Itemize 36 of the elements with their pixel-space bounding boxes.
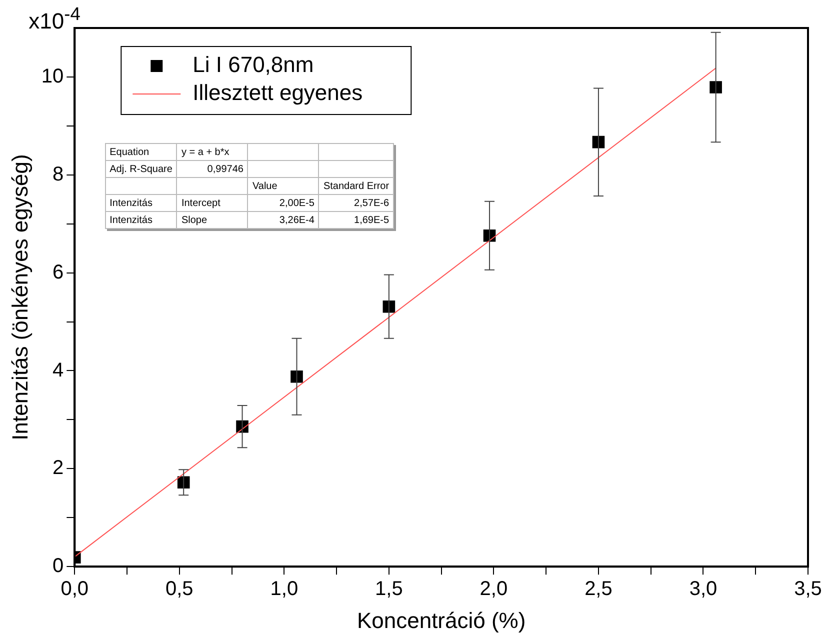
x-tick-label: 0,5: [166, 578, 194, 600]
y-axis-title: Intenzitás (önkényes egység): [7, 154, 32, 440]
y-tick-label: 8: [52, 163, 64, 186]
annotation: 1,69E-5: [318, 212, 394, 228]
legend-label: Illesztett egyenes: [192, 80, 363, 106]
y-tick-label: 0: [52, 555, 64, 578]
annotation: x10$^{-4}$: [28, 3, 80, 34]
x-tick-label: 2,5: [584, 578, 612, 600]
x-tick-label: 0,0: [60, 578, 89, 600]
annotation: Value: [248, 178, 319, 194]
y-tick-label: 2: [52, 457, 64, 480]
legend-label: Li I 670,8nm: [192, 52, 314, 78]
annotation: Adj. R-Square: [105, 160, 177, 178]
annotation: Slope: [176, 212, 248, 228]
annotation: 2,57E-6: [318, 194, 394, 212]
annotation: 0,99746: [176, 160, 248, 178]
point: [382, 300, 396, 313]
x-tick-label: 3,0: [689, 578, 718, 600]
x-tick-label: 2,0: [480, 578, 508, 600]
annotation: Intercept: [176, 194, 248, 212]
annotation: Equation: [105, 144, 177, 160]
x-tick-label: 1,0: [270, 578, 298, 600]
annotation: y = a + b*x: [176, 144, 248, 160]
x-tick-label: 3,5: [794, 578, 822, 600]
point: [710, 81, 722, 94]
y-tick-label: 6: [52, 261, 64, 284]
point: [290, 370, 303, 383]
annotation: Intenzitás: [105, 212, 177, 228]
annotation: Standard Error: [318, 178, 394, 194]
annotation: Intenzitás: [105, 194, 177, 212]
x-tick-label: 1,5: [375, 578, 403, 600]
y-tick-label: 4: [52, 359, 64, 382]
annotation: 2,00E-5: [248, 194, 319, 212]
annotation: 3,26E-4: [248, 212, 319, 228]
x-axis-title: Koncentráció (%): [356, 608, 526, 633]
y-tick-label: 10: [41, 65, 64, 88]
